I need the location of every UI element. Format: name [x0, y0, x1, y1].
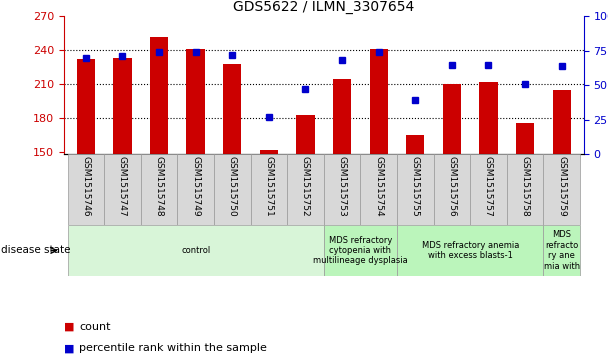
- Text: GSM1515753: GSM1515753: [337, 156, 347, 217]
- Bar: [370, 49, 388, 154]
- Bar: [250, 154, 287, 225]
- Text: GSM1515752: GSM1515752: [301, 156, 310, 217]
- Bar: [260, 150, 278, 154]
- Bar: [544, 225, 580, 276]
- Bar: [434, 154, 470, 225]
- Bar: [544, 154, 580, 225]
- Bar: [397, 225, 544, 276]
- Bar: [553, 90, 571, 154]
- Bar: [187, 49, 205, 154]
- Bar: [361, 154, 397, 225]
- Text: GSM1515749: GSM1515749: [191, 156, 200, 217]
- Bar: [323, 154, 361, 225]
- Text: GSM1515747: GSM1515747: [118, 156, 127, 217]
- Bar: [323, 225, 397, 276]
- Bar: [104, 154, 140, 225]
- Bar: [140, 154, 178, 225]
- Bar: [516, 123, 534, 154]
- Text: GSM1515746: GSM1515746: [81, 156, 91, 217]
- Text: GSM1515755: GSM1515755: [411, 156, 420, 217]
- Bar: [507, 154, 544, 225]
- Bar: [67, 225, 323, 276]
- Text: MDS
refracto
ry ane
mia with: MDS refracto ry ane mia with: [544, 231, 580, 270]
- Bar: [333, 78, 351, 154]
- Text: GSM1515750: GSM1515750: [228, 156, 237, 217]
- Bar: [178, 154, 214, 225]
- Text: ■: ■: [64, 343, 74, 354]
- Text: GSM1515754: GSM1515754: [374, 156, 383, 217]
- Bar: [470, 154, 507, 225]
- Bar: [296, 115, 314, 154]
- Bar: [214, 154, 250, 225]
- Text: GSM1515757: GSM1515757: [484, 156, 493, 217]
- Bar: [113, 58, 131, 154]
- Text: control: control: [181, 246, 210, 255]
- Bar: [443, 84, 461, 154]
- Bar: [479, 82, 498, 154]
- Bar: [223, 64, 241, 154]
- Title: GDS5622 / ILMN_3307654: GDS5622 / ILMN_3307654: [233, 0, 415, 14]
- Text: percentile rank within the sample: percentile rank within the sample: [79, 343, 267, 354]
- Text: ■: ■: [64, 322, 74, 332]
- Bar: [150, 37, 168, 154]
- Bar: [77, 59, 95, 154]
- Text: GSM1515756: GSM1515756: [447, 156, 457, 217]
- Text: GSM1515758: GSM1515758: [520, 156, 530, 217]
- Bar: [67, 154, 104, 225]
- Text: disease state: disease state: [1, 245, 70, 256]
- Text: MDS refractory anemia
with excess blasts-1: MDS refractory anemia with excess blasts…: [421, 241, 519, 260]
- Bar: [397, 154, 434, 225]
- Text: MDS refractory
cytopenia with
multilineage dysplasia: MDS refractory cytopenia with multilinea…: [313, 236, 408, 265]
- Text: GSM1515759: GSM1515759: [557, 156, 566, 217]
- Text: GSM1515748: GSM1515748: [154, 156, 164, 217]
- Text: GSM1515751: GSM1515751: [264, 156, 274, 217]
- Bar: [406, 135, 424, 154]
- Bar: [287, 154, 323, 225]
- Text: count: count: [79, 322, 111, 332]
